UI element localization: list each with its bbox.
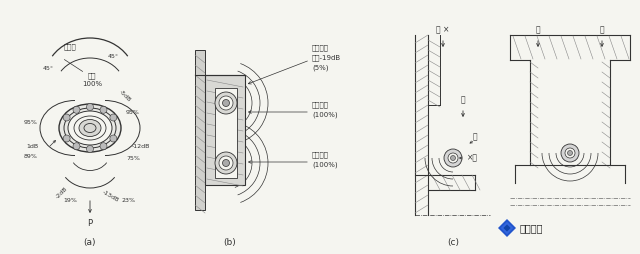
Text: (c): (c) bbox=[447, 239, 459, 247]
Circle shape bbox=[219, 96, 233, 110]
Circle shape bbox=[219, 156, 233, 170]
Circle shape bbox=[110, 114, 117, 121]
Text: P: P bbox=[88, 218, 93, 228]
Polygon shape bbox=[498, 219, 516, 237]
Text: 19%: 19% bbox=[63, 198, 77, 202]
Text: -13dB: -13dB bbox=[100, 189, 119, 203]
Text: 错: 错 bbox=[536, 25, 540, 35]
Text: 小于-19dB: 小于-19dB bbox=[312, 55, 341, 61]
Bar bbox=[215, 88, 237, 178]
Text: -5dB: -5dB bbox=[118, 89, 132, 103]
Polygon shape bbox=[195, 50, 205, 210]
Text: 承载区: 承载区 bbox=[63, 43, 76, 50]
Polygon shape bbox=[504, 224, 511, 232]
Circle shape bbox=[215, 92, 237, 114]
Text: -2dB: -2dB bbox=[55, 186, 69, 200]
Text: 樹祥科技: 樹祥科技 bbox=[520, 223, 543, 233]
Circle shape bbox=[451, 155, 456, 161]
Text: 89%: 89% bbox=[24, 153, 38, 158]
Circle shape bbox=[215, 152, 237, 174]
Text: 一重衰减: 一重衰减 bbox=[312, 45, 329, 51]
Text: 100%: 100% bbox=[82, 81, 102, 87]
Text: 对: 对 bbox=[600, 25, 604, 35]
Text: 75%: 75% bbox=[126, 155, 140, 161]
Text: 最大: 最大 bbox=[88, 73, 96, 79]
Text: 最大读数: 最大读数 bbox=[312, 102, 329, 108]
Circle shape bbox=[86, 146, 93, 152]
Circle shape bbox=[561, 144, 579, 162]
Circle shape bbox=[73, 143, 80, 150]
Circle shape bbox=[568, 151, 573, 155]
Text: 95%: 95% bbox=[24, 120, 38, 125]
Circle shape bbox=[63, 135, 70, 142]
Circle shape bbox=[444, 149, 462, 167]
Text: ×错: ×错 bbox=[467, 153, 478, 163]
Circle shape bbox=[110, 135, 117, 142]
Text: (b): (b) bbox=[223, 239, 236, 247]
Bar bbox=[205, 75, 245, 185]
Circle shape bbox=[223, 100, 230, 106]
Text: 23%: 23% bbox=[122, 198, 136, 202]
Circle shape bbox=[448, 153, 458, 163]
Polygon shape bbox=[500, 222, 513, 234]
Circle shape bbox=[223, 160, 230, 167]
Text: -12dB: -12dB bbox=[132, 144, 150, 149]
Text: (a): (a) bbox=[84, 239, 96, 247]
Text: 对: 对 bbox=[461, 96, 465, 104]
Ellipse shape bbox=[68, 111, 112, 145]
Ellipse shape bbox=[79, 119, 101, 136]
Text: (100%): (100%) bbox=[312, 162, 338, 168]
Circle shape bbox=[86, 103, 93, 110]
Text: 1dB: 1dB bbox=[26, 144, 38, 149]
Text: (100%): (100%) bbox=[312, 112, 338, 118]
Ellipse shape bbox=[59, 104, 121, 152]
Text: 对: 对 bbox=[473, 133, 477, 141]
Text: 45°: 45° bbox=[42, 66, 54, 71]
Text: (5%): (5%) bbox=[312, 65, 328, 71]
Text: 错 ×: 错 × bbox=[436, 25, 450, 35]
Circle shape bbox=[565, 148, 575, 158]
Text: 95%: 95% bbox=[126, 110, 140, 116]
Circle shape bbox=[100, 106, 107, 113]
Text: 45°: 45° bbox=[108, 54, 119, 58]
Circle shape bbox=[100, 143, 107, 150]
Circle shape bbox=[73, 106, 80, 113]
Text: 最大读数: 最大读数 bbox=[312, 152, 329, 158]
Circle shape bbox=[63, 114, 70, 121]
